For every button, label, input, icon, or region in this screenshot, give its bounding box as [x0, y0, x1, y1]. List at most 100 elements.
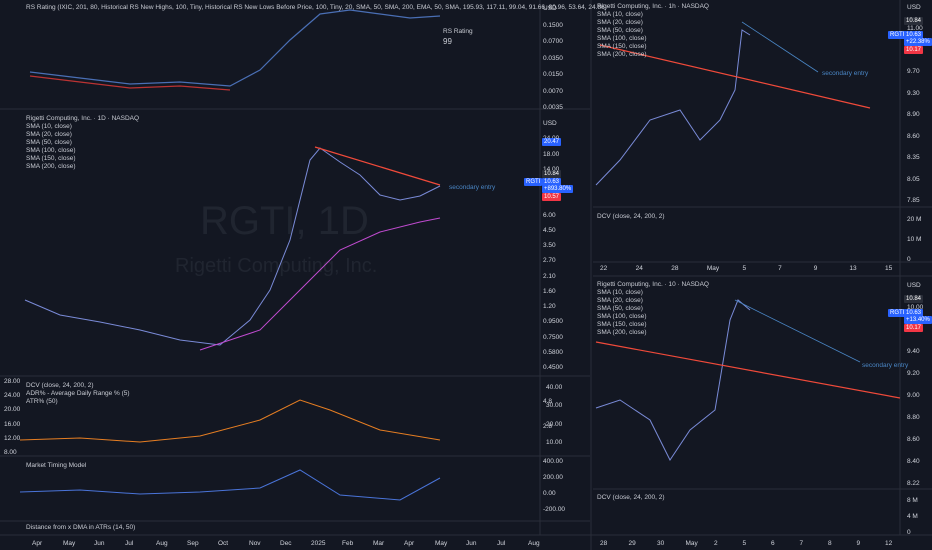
legend: SMA (10, close)	[597, 11, 643, 18]
legend: SMA (20, close)	[597, 19, 643, 26]
axis-label: 2.70	[543, 257, 556, 265]
x-axis-label: 13	[849, 265, 857, 272]
x-axis-label: 28	[600, 540, 608, 547]
price-tag: 10.63	[904, 309, 924, 317]
price-tag: 10.63	[904, 31, 924, 39]
price-tag: 20.47	[542, 138, 562, 146]
annotation: secondary entry	[862, 362, 909, 369]
axis-label: 8.60	[907, 132, 920, 140]
legend: RS Rating (IXIC, 201, 80, Historical RS …	[26, 4, 607, 11]
legend: SMA (20, close)	[26, 131, 72, 138]
legend: SMA (200, close)	[26, 163, 76, 170]
x-axis-label: May	[63, 540, 76, 547]
axis-label: 0.00	[543, 490, 556, 497]
axis-label: 24.00	[4, 392, 21, 400]
axis-label: 200.00	[543, 474, 563, 481]
legend: DCV (close, 24, 200, 2)	[26, 382, 94, 389]
x-axis-label: 12	[885, 540, 893, 547]
legend: SMA (10, close)	[597, 289, 643, 296]
axis-label: 0.9500	[543, 318, 563, 326]
axis-label: 8.00	[4, 449, 17, 456]
x-axis-label: Dec	[280, 540, 292, 547]
watermark: Rigetti Computing, Inc.	[175, 255, 378, 277]
axis-label: 14.00	[543, 166, 559, 174]
price-tag: RGTI	[888, 309, 907, 317]
axis-label: 0.0070	[543, 87, 563, 95]
axis-label: 8.40	[907, 458, 920, 465]
axis-label: 10.00	[546, 439, 563, 446]
axis-label: 11.00	[907, 25, 923, 33]
axis-label: 0.5800	[543, 348, 563, 356]
legend: SMA (100, close)	[597, 313, 647, 320]
x-axis-label: Oct	[218, 540, 229, 547]
legend: Market Timing Model	[26, 462, 87, 469]
legend: SMA (150, close)	[597, 43, 647, 50]
x-axis-label: Apr	[32, 540, 43, 547]
axis-label: 0.4500	[543, 364, 563, 371]
hourly-entry-line	[741, 21, 819, 73]
x-axis-label: 5	[742, 265, 747, 272]
x-axis-label: Apr	[404, 540, 415, 547]
legend: SMA (200, close)	[597, 51, 647, 58]
legend: SMA (100, close)	[26, 147, 76, 154]
axis-label: 4 M	[907, 513, 918, 520]
axis-label: 9.40	[907, 348, 920, 355]
axis-label: 10 M	[907, 236, 922, 243]
axis-label: 8.90	[907, 111, 920, 119]
legend: SMA (50, close)	[597, 27, 643, 34]
x-axis-label: 2	[714, 540, 718, 547]
axis-label: 9.70	[907, 68, 920, 76]
legend: SMA (10, close)	[26, 123, 72, 130]
axis-label: 0.1500	[543, 21, 563, 29]
timing-line	[19, 469, 441, 501]
x-axis-label: 7	[799, 540, 804, 547]
x-axis-label: 15	[885, 265, 893, 272]
x-axis-label: 9	[856, 540, 861, 547]
axis-label: 8.05	[907, 175, 920, 183]
axis-label: 9.20	[907, 370, 920, 377]
axis-label: 2.10	[543, 272, 556, 280]
x-axis-label: 6	[771, 540, 775, 547]
axis-label: 9.30	[907, 89, 920, 97]
price-tag: 10.84	[904, 17, 924, 25]
axis-label: 3.50	[543, 242, 556, 249]
legend: Distance from x DMA in ATRs (14, 50)	[26, 524, 136, 531]
x-axis-label: Jul	[497, 540, 506, 547]
rs-line	[29, 9, 441, 87]
legend: SMA (150, close)	[26, 155, 76, 162]
axis-label: 18.00	[543, 150, 560, 158]
axis-label: 400.00	[543, 458, 563, 465]
price-tag: +13.40%	[904, 316, 932, 324]
daily-sma	[199, 217, 441, 351]
x-axis-label: 28	[671, 265, 679, 272]
x-axis-label: May	[435, 540, 448, 547]
axis-label: 4.8	[543, 398, 553, 405]
axis-label: USD	[543, 120, 557, 127]
x-axis-label: 5	[742, 540, 747, 547]
x-axis-label: Jul	[125, 540, 134, 547]
axis-label: 0.0700	[543, 38, 563, 45]
axis-label: USD	[907, 282, 921, 289]
axis-label: 12.00	[4, 434, 21, 442]
legend: SMA (100, close)	[597, 35, 647, 42]
axis-label: 28.00	[4, 378, 21, 385]
axis-label: 20 M	[907, 216, 922, 223]
legend: DCV (close, 24, 200, 2)	[597, 494, 665, 501]
axis-label: 8.60	[907, 436, 920, 443]
price-tag: 10.57	[542, 193, 562, 201]
x-axis-label: 2025	[311, 540, 326, 547]
axis-label: 40.00	[546, 384, 563, 391]
x-axis-label: Jun	[94, 540, 105, 547]
x-axis-label: Sep	[187, 540, 199, 547]
legend: SMA (50, close)	[26, 139, 72, 146]
axis-label: 4.50	[543, 226, 556, 234]
x-axis-label: 8	[828, 540, 832, 547]
watermark: RGTI, 1D	[200, 199, 369, 243]
axis-label: 1.60	[543, 287, 556, 295]
axis-label: -200.00	[543, 506, 566, 513]
x-axis-label: 22	[600, 265, 608, 272]
legend: ADR% - Average Daily Range % (5)	[26, 390, 130, 397]
rs-line-low	[29, 75, 231, 91]
minute-entry-line	[734, 299, 861, 363]
